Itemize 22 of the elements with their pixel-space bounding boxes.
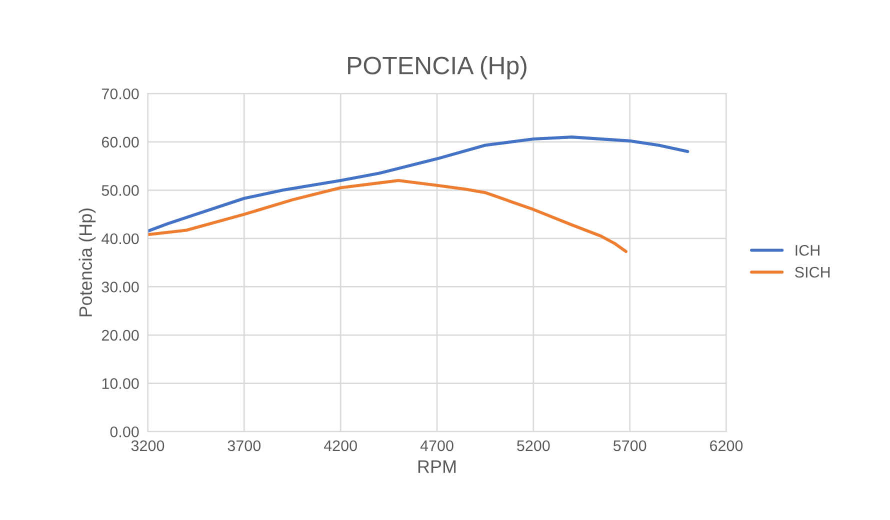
y-tick-label: 50.00 <box>102 185 139 196</box>
x-tick-label: 6200 <box>710 440 743 452</box>
y-tick-label: 30.00 <box>102 282 139 292</box>
x-tick-label: 4700 <box>420 440 454 452</box>
x-tick-label: 5700 <box>613 440 646 452</box>
x-tick-label: 4200 <box>324 440 357 452</box>
y-tick-label: 20.00 <box>102 330 139 341</box>
y-tick-label: 70.00 <box>102 88 139 100</box>
y-tick-label: 40.00 <box>102 233 139 244</box>
y-axis-title: Potencia (Hp) <box>78 208 96 316</box>
x-tick-label: 3200 <box>131 440 164 452</box>
y-tick-label: 60.00 <box>102 136 139 148</box>
x-tick-label: 5200 <box>517 440 550 452</box>
x-tick-label: 3700 <box>228 440 261 452</box>
x-axis-title: RPM <box>418 460 456 473</box>
line-series <box>148 178 628 254</box>
line-series <box>148 136 690 233</box>
legend-label: ICH <box>796 244 820 256</box>
chart-title: POTENCIA (Hp) <box>348 56 526 80</box>
legend-label: SICH <box>795 266 830 278</box>
y-tick-label: 10.00 <box>102 378 139 389</box>
y-tick-label: 0.00 <box>110 426 139 438</box>
